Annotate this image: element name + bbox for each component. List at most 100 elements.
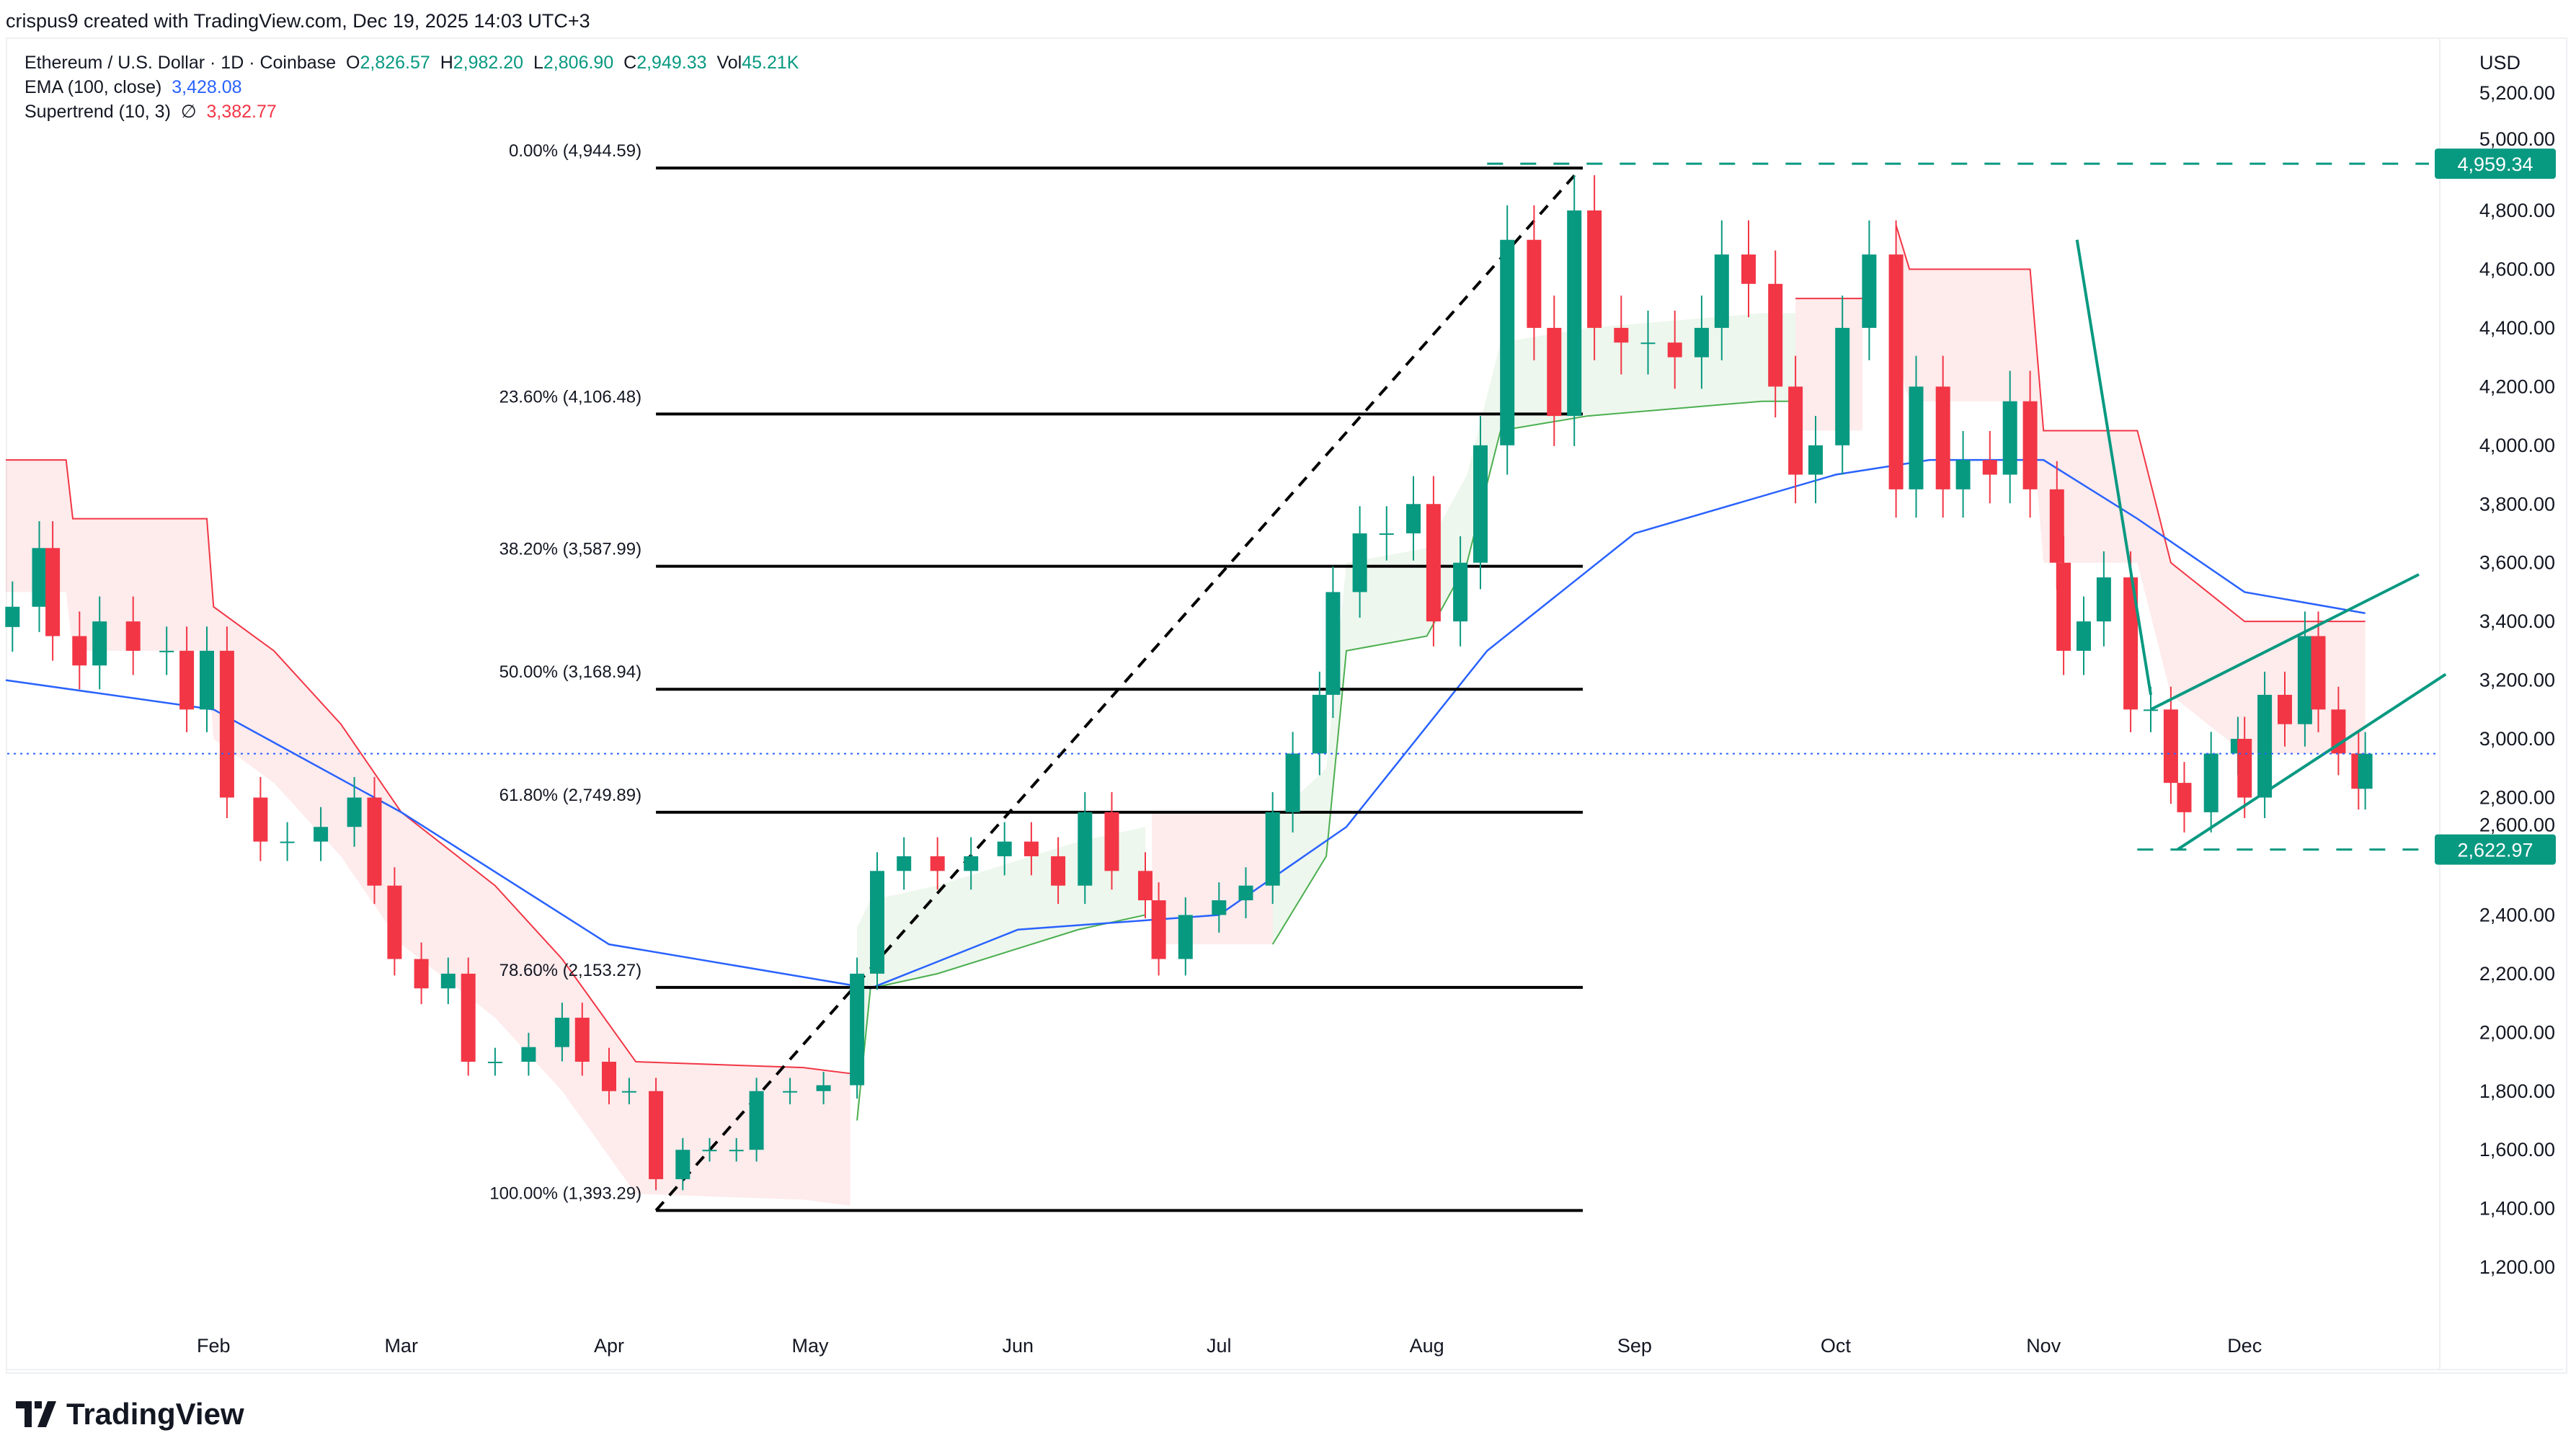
- candle-body: [440, 973, 456, 989]
- fib-trend-line: [654, 167, 1582, 1212]
- candle-body: [2257, 694, 2273, 798]
- candle-body: [1500, 239, 1515, 445]
- candle-body: [1473, 445, 1488, 563]
- symbol-name[interactable]: Ethereum / U.S. Dollar · 1D · Coinbase: [25, 53, 337, 73]
- open-value: 2,826.57: [360, 53, 430, 73]
- candle-body: [1694, 327, 1709, 358]
- candle-body: [1426, 504, 1441, 622]
- candle-body: [521, 1047, 536, 1062]
- y-tick-label: 3,400.00: [2479, 611, 2555, 632]
- candle-body: [1888, 254, 1904, 489]
- y-tick-label: 3,800.00: [2479, 493, 2555, 515]
- y-tick-label: 3,000.00: [2479, 728, 2555, 750]
- candle-body: [1325, 592, 1341, 695]
- ema-row[interactable]: EMA (100, close) 3,428.08: [25, 75, 799, 99]
- candle-body: [1453, 562, 1468, 622]
- candle-body: [1406, 504, 1421, 533]
- candle-body: [729, 1150, 744, 1152]
- close-value: 2,949.33: [636, 53, 707, 73]
- candle-body: [1955, 460, 1971, 489]
- y-tick-label: 5,000.00: [2479, 128, 2555, 150]
- candle-body: [1587, 210, 1602, 328]
- candle-body: [2077, 621, 2091, 651]
- candle-body: [2022, 401, 2038, 489]
- fib-level-label: 78.60% (2,153.27): [499, 961, 641, 980]
- candle-body: [32, 548, 47, 607]
- chart-frame: [6, 37, 2567, 1374]
- candle-body: [870, 871, 884, 974]
- candle-body: [72, 636, 87, 666]
- tradingview-logo[interactable]: TradingView: [16, 1397, 244, 1431]
- y-tick-label: 3,600.00: [2479, 552, 2555, 574]
- x-tick-label: Jun: [1003, 1335, 1034, 1357]
- supertrend-fill: [1152, 812, 1273, 945]
- ema-value: 3,428.08: [172, 77, 242, 97]
- candle-body: [1667, 342, 1682, 358]
- fib-level-label: 0.00% (4,944.59): [509, 141, 641, 161]
- volume-label: Vol: [716, 53, 742, 73]
- candle-body: [1379, 533, 1394, 535]
- y-tick-label: 2,600.00: [2479, 814, 2555, 836]
- candle-body: [1285, 753, 1300, 812]
- candle-body: [2056, 562, 2071, 651]
- candle-body: [1547, 327, 1562, 417]
- y-tick-label: 3,200.00: [2479, 670, 2555, 691]
- tradingview-logo-icon: [16, 1401, 56, 1427]
- supertrend-fill: [1795, 298, 1863, 431]
- y-tick-label: 2,800.00: [2479, 787, 2555, 809]
- candle-body: [1714, 254, 1729, 328]
- trend-line: [2177, 672, 2447, 851]
- candle-body: [2096, 577, 2111, 622]
- candle-body: [1051, 856, 1066, 886]
- high-label: H: [440, 53, 453, 73]
- supertrend-row[interactable]: Supertrend (10, 3) ∅ 3,382.77: [25, 99, 799, 124]
- candle-body: [2297, 636, 2312, 724]
- x-tick-label: Mar: [384, 1335, 418, 1357]
- candle-body: [347, 797, 362, 827]
- candle-body: [2237, 739, 2252, 798]
- candle-body: [200, 650, 214, 710]
- candle-body: [1151, 900, 1166, 959]
- candle-body: [1909, 386, 1924, 489]
- candle-body: [1352, 533, 1367, 592]
- candle-body: [5, 606, 20, 627]
- candle-body: [1527, 239, 1542, 328]
- candle-body: [702, 1150, 717, 1152]
- y-tick-label: 4,200.00: [2479, 376, 2555, 397]
- candle-body: [850, 973, 865, 1086]
- y-tick-label: 1,800.00: [2479, 1080, 2555, 1102]
- chart-credit: crispus9 created with TradingView.com, D…: [6, 10, 590, 32]
- volume-value: 45.21K: [742, 53, 799, 73]
- y-tick-label: 5,200.00: [2479, 82, 2555, 104]
- x-tick-label: Jul: [1207, 1335, 1232, 1357]
- candle-body: [1312, 694, 1327, 754]
- legend: Ethereum / U.S. Dollar · 1D · Coinbase O…: [25, 50, 799, 124]
- supertrend-value: 3,382.77: [206, 102, 277, 122]
- candle-body: [964, 856, 979, 871]
- trend-line: [2150, 573, 2420, 711]
- trend-line: [2075, 239, 2152, 696]
- symbol-row: Ethereum / U.S. Dollar · 1D · Coinbase O…: [25, 50, 799, 75]
- candle-body: [1982, 460, 1997, 475]
- price-marker-badge: [2435, 834, 2556, 865]
- x-tick-label: Sep: [1617, 1335, 1652, 1357]
- candle-body: [1741, 254, 1756, 284]
- candle-body: [621, 1091, 636, 1093]
- low-label: L: [533, 53, 543, 73]
- y-tick-label: 4,600.00: [2479, 258, 2555, 280]
- candle-body: [2358, 753, 2373, 789]
- candle-body: [314, 827, 329, 842]
- candle-body: [2002, 401, 2017, 475]
- supertrend-line: [1895, 225, 2366, 623]
- x-tick-label: Aug: [1410, 1335, 1444, 1357]
- candle-body: [783, 1091, 798, 1093]
- x-tick-label: Oct: [1821, 1335, 1852, 1357]
- y-tick-label: 2,400.00: [2479, 904, 2555, 925]
- candle-body: [2177, 783, 2192, 812]
- candle-body: [2163, 709, 2178, 784]
- candle-body: [1138, 871, 1152, 901]
- candle-body: [387, 885, 402, 959]
- hidden-value-icon: ∅: [180, 102, 197, 122]
- fib-level-label: 50.00% (3,168.94): [499, 662, 641, 682]
